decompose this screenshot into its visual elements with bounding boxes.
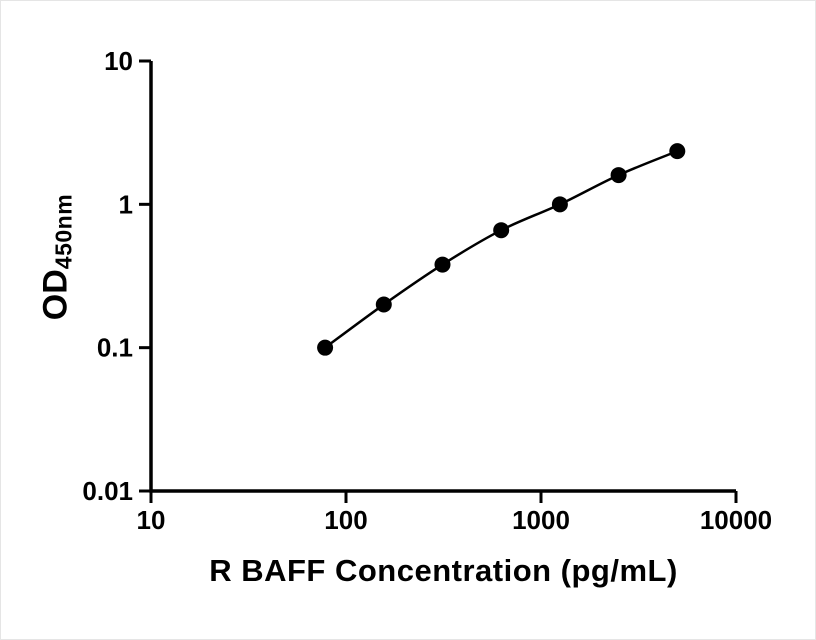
data-point: [434, 256, 451, 273]
data-point: [669, 143, 686, 160]
fit-curve: [324, 149, 678, 349]
x-tick-label: 100: [324, 505, 367, 535]
y-axis-title-subscript: 450nm: [50, 193, 77, 270]
y-tick-label: 10: [104, 46, 133, 76]
y-tick-label: 0.1: [97, 333, 133, 363]
data-point: [375, 296, 392, 313]
x-axis-title: R BAFF Concentration (pg/mL): [209, 553, 678, 588]
x-tick-label: 1000: [512, 505, 570, 535]
y-tick-label: 1: [119, 189, 133, 219]
y-tick-label: 0.01: [82, 476, 133, 506]
x-tick-label: 10000: [700, 505, 772, 535]
data-point: [493, 222, 510, 239]
x-tick-label: 10: [137, 505, 166, 535]
data-point: [317, 339, 334, 356]
y-axis-title-main: OD: [36, 269, 75, 321]
data-point: [551, 196, 568, 213]
y-axis-title: OD450nm: [36, 193, 77, 321]
axes: [149, 61, 736, 493]
data-point: [610, 167, 627, 184]
